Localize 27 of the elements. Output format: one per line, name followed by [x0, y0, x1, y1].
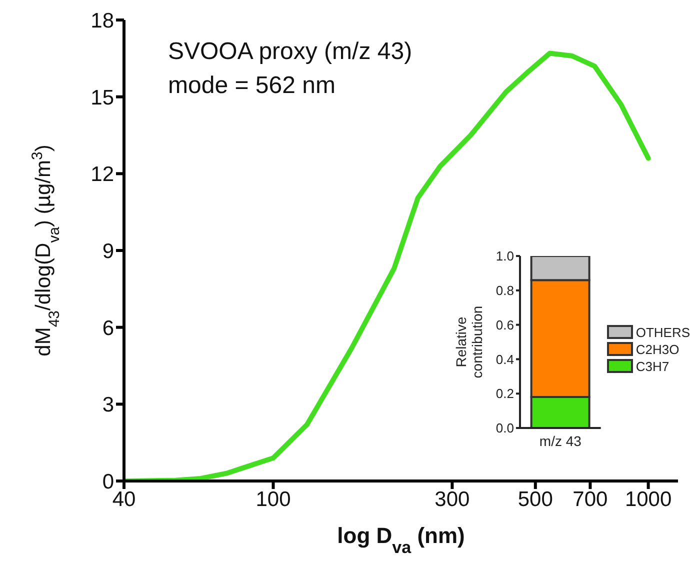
x-tick-label: m/z 43 [539, 432, 582, 449]
y-tick-label: 0.2 [496, 386, 514, 402]
x-axis-title: log D$_{va}$ (nm) [337, 523, 465, 556]
y-tick-label: 0.6 [496, 317, 514, 332]
x-tick-label: 40 [112, 488, 136, 511]
legend-label: OTHERS [636, 324, 690, 340]
y-tick-label: 18 [90, 9, 114, 32]
y-axis-title: Relative contribution [453, 306, 485, 378]
y-tick-label: 3 [102, 394, 114, 417]
x-tick-label: 300 [434, 488, 470, 511]
y-tick-label: 0.8 [496, 283, 514, 298]
legend-label: C3H7 [636, 358, 670, 374]
y-tick-label: 0.4 [496, 352, 514, 367]
y-tick-label: 12 [90, 163, 114, 186]
legend-label: C2H3O [636, 342, 680, 356]
annotation: SVOOA proxy (m/z 43) [168, 38, 412, 66]
x-tick-label: 700 [572, 488, 608, 511]
y-tick-label: 9 [102, 240, 114, 263]
x-tick-label: 500 [518, 488, 553, 511]
y-tick-label: 1.0 [496, 248, 514, 264]
y-tick-label: 15 [90, 86, 114, 110]
y-tick-label: 6 [102, 316, 114, 340]
x-tick-label: 1000 [624, 488, 672, 511]
annotation: mode = 562 nm [168, 72, 336, 100]
y-tick-label: 0 [102, 470, 114, 494]
x-tick-label: 100 [256, 488, 291, 511]
y-tick-label: 0.0 [496, 420, 514, 436]
